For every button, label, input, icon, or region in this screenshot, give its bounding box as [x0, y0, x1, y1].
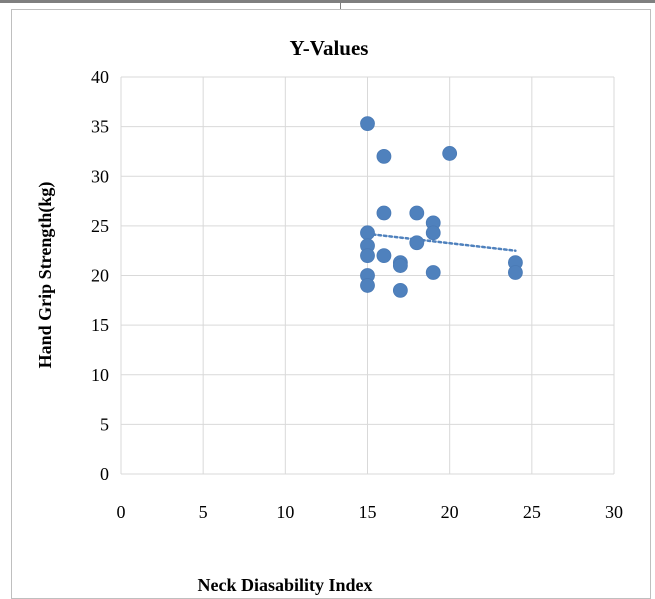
data-point — [508, 265, 523, 280]
data-point — [425, 265, 441, 280]
data-point — [409, 205, 425, 221]
y-tick-label: 20 — [91, 266, 109, 286]
data-point — [376, 148, 392, 164]
data-point — [376, 248, 392, 264]
chart-frame — [11, 9, 651, 599]
y-tick-label: 0 — [100, 464, 109, 484]
chart-title: Y-Values — [290, 36, 369, 60]
top-rule — [0, 0, 655, 3]
y-tick-label: 5 — [100, 414, 109, 434]
top-tick — [340, 3, 341, 12]
x-tick-label: 25 — [523, 502, 541, 522]
data-points — [360, 116, 523, 298]
data-point — [392, 258, 408, 273]
x-tick-label: 5 — [199, 502, 208, 522]
data-point — [425, 225, 441, 241]
y-tick-label: 10 — [91, 365, 109, 385]
x-tick-label: 10 — [276, 502, 294, 522]
trendline-layer — [366, 232, 517, 252]
x-axis-title: Neck Diasability Index — [197, 575, 372, 595]
y-tick-label: 40 — [91, 67, 109, 87]
data-point — [360, 248, 375, 264]
data-point — [392, 282, 408, 298]
x-tick-label: 0 — [117, 502, 126, 522]
x-tick-labels: 0 5 10 15 20 25 30 — [117, 502, 624, 522]
y-tick-label: 15 — [91, 315, 109, 335]
x-tick-label: 20 — [441, 502, 459, 522]
x-tick-label: 15 — [359, 502, 377, 522]
y-tick-label: 25 — [91, 216, 109, 236]
x-tick-label: 30 — [605, 502, 623, 522]
y-tick-labels: 0 5 10 15 20 25 30 35 40 — [91, 67, 109, 484]
y-tick-label: 30 — [91, 166, 109, 186]
data-point — [442, 146, 458, 161]
data-point — [360, 116, 375, 132]
data-point — [376, 205, 392, 221]
y-axis-title: Hand Grip Strength(kg) — [35, 182, 56, 369]
data-point — [409, 235, 425, 251]
data-point — [360, 225, 375, 241]
y-tick-label: 35 — [91, 117, 109, 137]
data-point — [360, 278, 375, 293]
trendline — [366, 232, 517, 252]
